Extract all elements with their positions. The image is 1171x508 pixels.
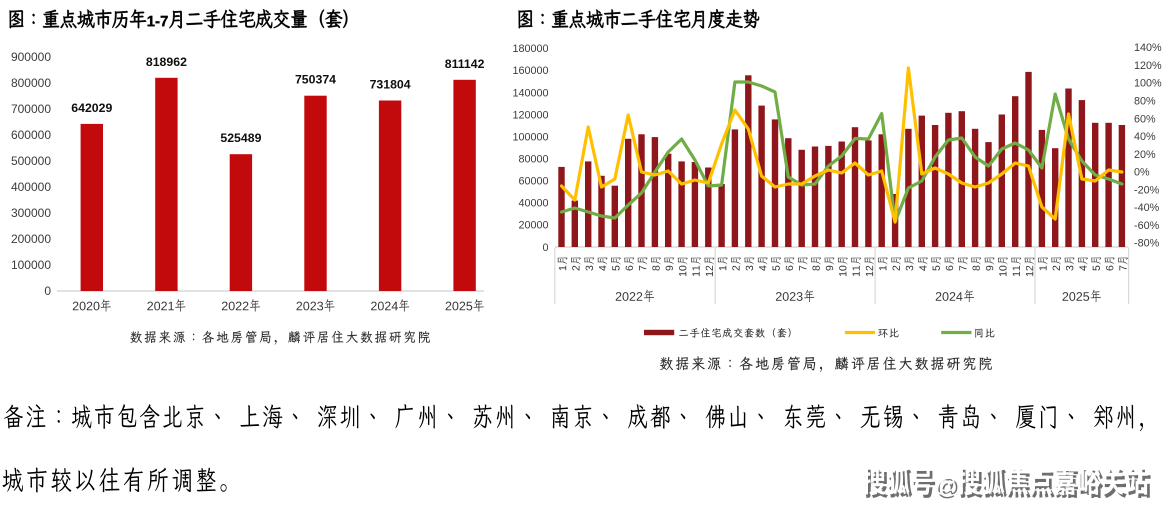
svg-text:811142: 811142 xyxy=(445,57,485,71)
svg-text:0%: 0% xyxy=(1134,167,1150,179)
svg-text:818962: 818962 xyxy=(146,55,187,69)
svg-text:140000: 140000 xyxy=(512,87,548,99)
svg-text:500000: 500000 xyxy=(11,154,51,168)
svg-text:-40%: -40% xyxy=(1134,202,1160,214)
svg-text:600000: 600000 xyxy=(11,128,51,142)
svg-text:800000: 800000 xyxy=(11,76,51,90)
svg-text:120%: 120% xyxy=(1134,60,1162,72)
svg-text:80000: 80000 xyxy=(518,154,548,166)
svg-text:160000: 160000 xyxy=(512,65,548,77)
svg-text:731804: 731804 xyxy=(370,78,411,92)
svg-text:-20%: -20% xyxy=(1134,184,1160,196)
svg-text:60%: 60% xyxy=(1134,113,1156,125)
svg-text:642029: 642029 xyxy=(71,101,112,115)
svg-text:0: 0 xyxy=(44,284,51,298)
svg-text:80%: 80% xyxy=(1134,96,1156,108)
svg-text:300000: 300000 xyxy=(11,206,51,220)
svg-text:900000: 900000 xyxy=(11,50,51,64)
svg-text:100000: 100000 xyxy=(11,258,51,272)
svg-text:40%: 40% xyxy=(1134,131,1156,143)
svg-text:400000: 400000 xyxy=(11,180,51,194)
svg-text:140%: 140% xyxy=(1134,42,1162,54)
svg-text:525489: 525489 xyxy=(220,131,261,145)
svg-text:100000: 100000 xyxy=(512,131,548,143)
svg-text:100%: 100% xyxy=(1134,78,1162,90)
svg-text:-80%: -80% xyxy=(1134,238,1160,250)
svg-text:750374: 750374 xyxy=(295,73,336,87)
svg-text:0: 0 xyxy=(542,242,548,254)
svg-text:700000: 700000 xyxy=(11,102,51,116)
svg-text:60000: 60000 xyxy=(518,176,548,188)
svg-text:40000: 40000 xyxy=(518,198,548,210)
svg-text:180000: 180000 xyxy=(512,43,548,55)
svg-text:200000: 200000 xyxy=(11,232,51,246)
svg-text:20000: 20000 xyxy=(518,220,548,232)
svg-text:120000: 120000 xyxy=(512,109,548,121)
svg-text:-60%: -60% xyxy=(1134,220,1160,232)
svg-text:20%: 20% xyxy=(1134,149,1156,161)
